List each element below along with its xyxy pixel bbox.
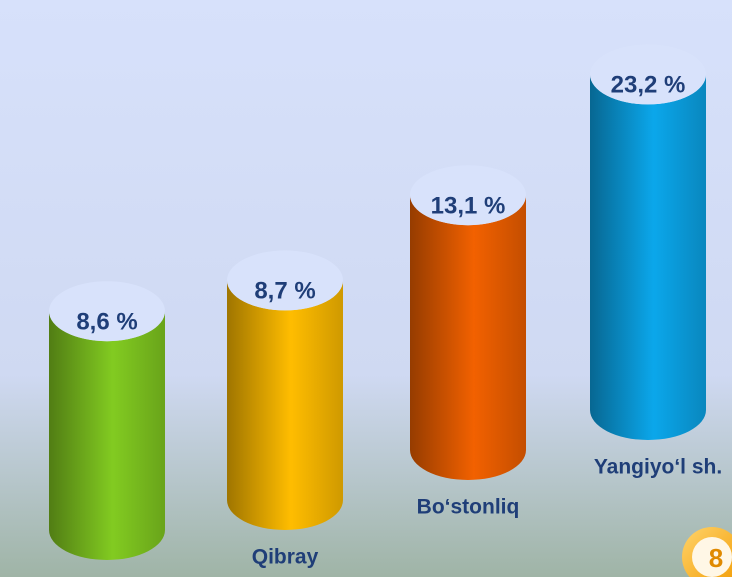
bar xyxy=(590,74,706,441)
badge-text: 8 xyxy=(709,543,723,573)
category-label: Qibray xyxy=(252,546,319,569)
category-label: Bo‘stonliq xyxy=(417,496,520,519)
bar-top xyxy=(410,165,526,226)
bar-top xyxy=(227,250,343,311)
bar-top xyxy=(590,44,706,105)
value-label: 8,6 % xyxy=(76,309,137,336)
bar-top xyxy=(49,281,165,342)
bar xyxy=(227,280,343,530)
value-label: 13,1 % xyxy=(431,193,506,220)
badge-center xyxy=(692,537,732,577)
value-label: 8,7 % xyxy=(254,278,315,305)
bar xyxy=(410,195,526,480)
category-label: Yangiyo‘l sh. xyxy=(594,456,722,479)
badge-icon: 8 xyxy=(682,527,732,577)
bar xyxy=(49,311,165,560)
category-label: Bekobod sh. xyxy=(44,576,170,577)
value-label: 23,2 % xyxy=(611,72,686,99)
